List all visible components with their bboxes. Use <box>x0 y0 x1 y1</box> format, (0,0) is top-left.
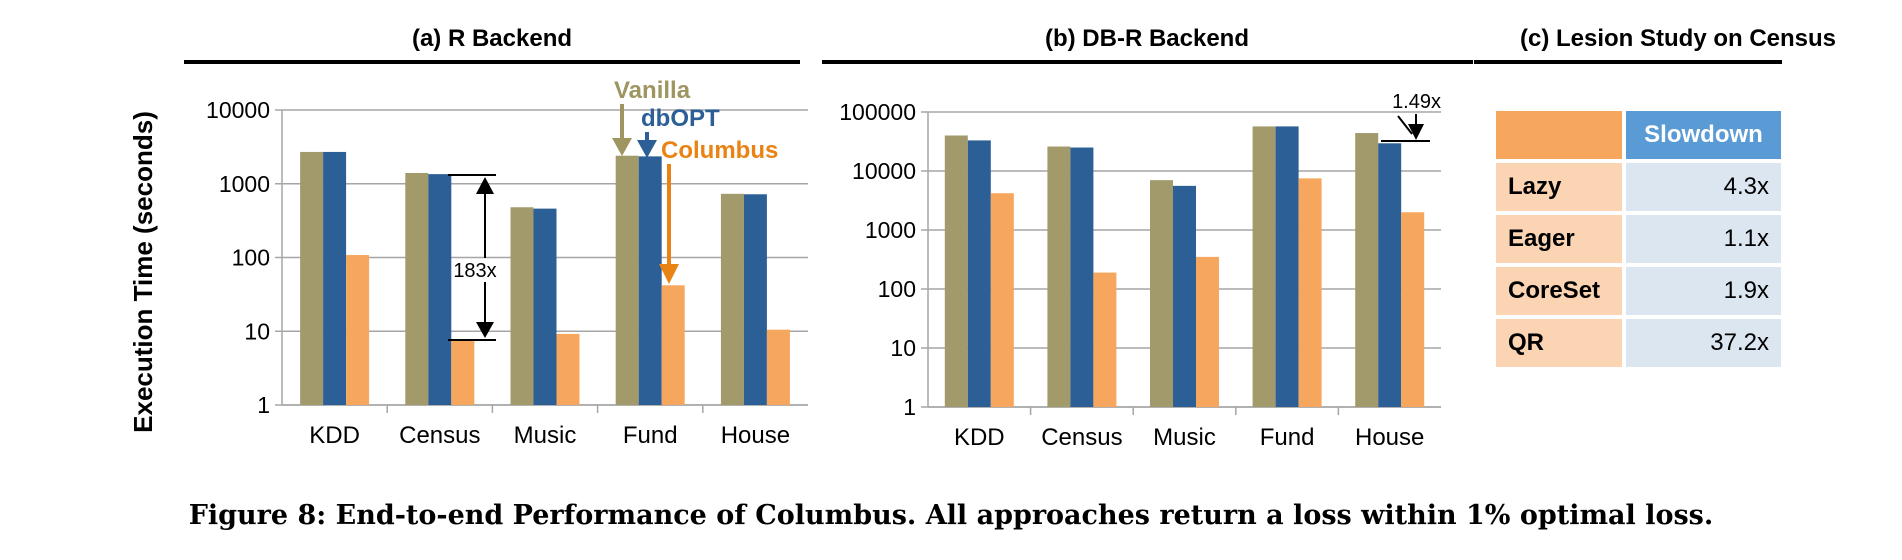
y-tick-label: 10 <box>890 335 916 361</box>
x-tick-label: Music <box>1153 424 1216 451</box>
bar-vanilla-house <box>1355 133 1379 407</box>
panel-a-title: (a) R Backend <box>412 25 572 52</box>
legend-dbopt: dbOPT <box>641 105 720 132</box>
bar-vanilla-kdd <box>944 135 968 407</box>
table-header-row: Slowdown <box>1496 111 1781 159</box>
bar-dbopt-house <box>1378 143 1402 407</box>
table-row: Lazy 4.3x <box>1496 163 1781 211</box>
panel-b-bars <box>944 126 1425 407</box>
row-name: QR <box>1496 319 1622 367</box>
y-tick-label: 1 <box>257 392 270 418</box>
bar-columbus-kdd <box>990 193 1014 407</box>
legend-vanilla: Vanilla <box>614 77 691 104</box>
annotation-183x-label: 183x <box>453 260 496 282</box>
y-tick-label: 10000 <box>852 158 916 184</box>
panel-b-y-ticks: 1 10 100 1000 10000 100000 <box>839 99 916 420</box>
panel-a-gridlines <box>275 109 808 413</box>
bar-dbopt-house <box>743 194 767 405</box>
panel-db-r-backend: (b) DB-R Backend 1 10 100 1000 10000 100000 K… <box>822 25 1473 451</box>
bar-vanilla-music <box>510 207 534 405</box>
annotation-1-49x: 1.49x <box>1381 91 1441 142</box>
figure-caption: Figure 8: End-to-end Performance of Colu… <box>188 500 1714 531</box>
x-tick-label: House <box>1355 424 1424 451</box>
x-tick-label: KDD <box>309 422 360 449</box>
lesion-study-table: Slowdown Lazy 4.3x Eager 1.1x CoreSet 1.… <box>1492 107 1785 371</box>
series-legend-arrows: Vanilla dbOPT Columbus <box>612 77 778 284</box>
row-value: 1.1x <box>1626 215 1781 263</box>
bar-columbus-census <box>1093 272 1117 407</box>
bar-vanilla-census <box>1047 146 1071 407</box>
bar-vanilla-fund <box>1252 126 1276 407</box>
panel-a-y-ticks: 1 10 100 1000 10000 <box>206 97 270 418</box>
x-tick-label: KDD <box>954 424 1005 451</box>
bar-vanilla-census <box>405 172 429 405</box>
panel-a-bars <box>300 151 790 405</box>
panel-r-backend: (a) R Backend Execution Time (seconds) 1… <box>128 25 808 449</box>
row-value: 1.9x <box>1626 267 1781 315</box>
panel-b-title: (b) DB-R Backend <box>1045 25 1249 52</box>
y-tick-label: 1000 <box>865 217 916 243</box>
legend-columbus: Columbus <box>661 137 778 164</box>
y-tick-label: 1000 <box>219 171 270 197</box>
panel-lesion-study: (c) Lesion Study on Census <box>1474 25 1836 64</box>
y-tick-label: 100 <box>232 245 270 271</box>
x-tick-label: Census <box>1041 424 1122 451</box>
table-row: CoreSet 1.9x <box>1496 267 1781 315</box>
y-axis-label: Execution Time (seconds) <box>128 111 158 433</box>
bar-columbus-fund <box>1298 178 1322 407</box>
bar-dbopt-fund <box>638 156 662 405</box>
x-tick-label: Fund <box>623 422 678 449</box>
table-header-slowdown: Slowdown <box>1626 111 1781 159</box>
annotation-183x: 183x <box>448 174 497 341</box>
bar-columbus-music <box>1196 256 1219 407</box>
row-name: CoreSet <box>1496 267 1622 315</box>
bar-dbopt-census <box>1070 147 1094 407</box>
bar-dbopt-kdd <box>967 140 991 407</box>
x-tick-label: Music <box>514 422 577 449</box>
bar-columbus-house <box>1401 212 1425 407</box>
bar-columbus-music <box>556 333 580 405</box>
row-value: 37.2x <box>1626 319 1781 367</box>
bar-columbus-kdd <box>346 255 370 405</box>
panel-a-x-ticks: KDD Census Music Fund House <box>309 422 790 449</box>
panel-c-title: (c) Lesion Study on Census <box>1520 25 1836 52</box>
bar-vanilla-fund <box>615 155 639 405</box>
bar-vanilla-music <box>1150 180 1173 407</box>
x-tick-label: House <box>721 422 790 449</box>
table-row: Eager 1.1x <box>1496 215 1781 263</box>
table-corner-cell <box>1496 111 1622 159</box>
bar-dbopt-kdd <box>323 151 347 405</box>
x-tick-label: Fund <box>1260 424 1315 451</box>
row-value: 4.3x <box>1626 163 1781 211</box>
bar-dbopt-music <box>1173 185 1196 407</box>
bar-columbus-census <box>451 340 475 405</box>
row-name: Eager <box>1496 215 1622 263</box>
bar-dbopt-fund <box>1275 126 1299 407</box>
bar-columbus-fund <box>661 285 685 405</box>
annotation-1-49x-label: 1.49x <box>1392 91 1441 113</box>
x-tick-label: Census <box>399 422 480 449</box>
table-row: QR 37.2x <box>1496 319 1781 367</box>
y-tick-label: 10 <box>244 318 270 344</box>
bar-vanilla-kdd <box>300 151 324 405</box>
panel-b-x-ticks: KDD Census Music Fund House <box>954 424 1424 451</box>
row-name: Lazy <box>1496 163 1622 211</box>
y-tick-label: 100 <box>878 276 916 302</box>
y-tick-label: 1 <box>903 394 916 420</box>
y-tick-label: 100000 <box>839 99 916 125</box>
bar-columbus-house <box>766 329 790 405</box>
bar-vanilla-house <box>720 193 744 405</box>
bar-dbopt-census <box>428 174 452 405</box>
y-tick-label: 10000 <box>206 97 270 123</box>
bar-dbopt-music <box>533 208 557 405</box>
